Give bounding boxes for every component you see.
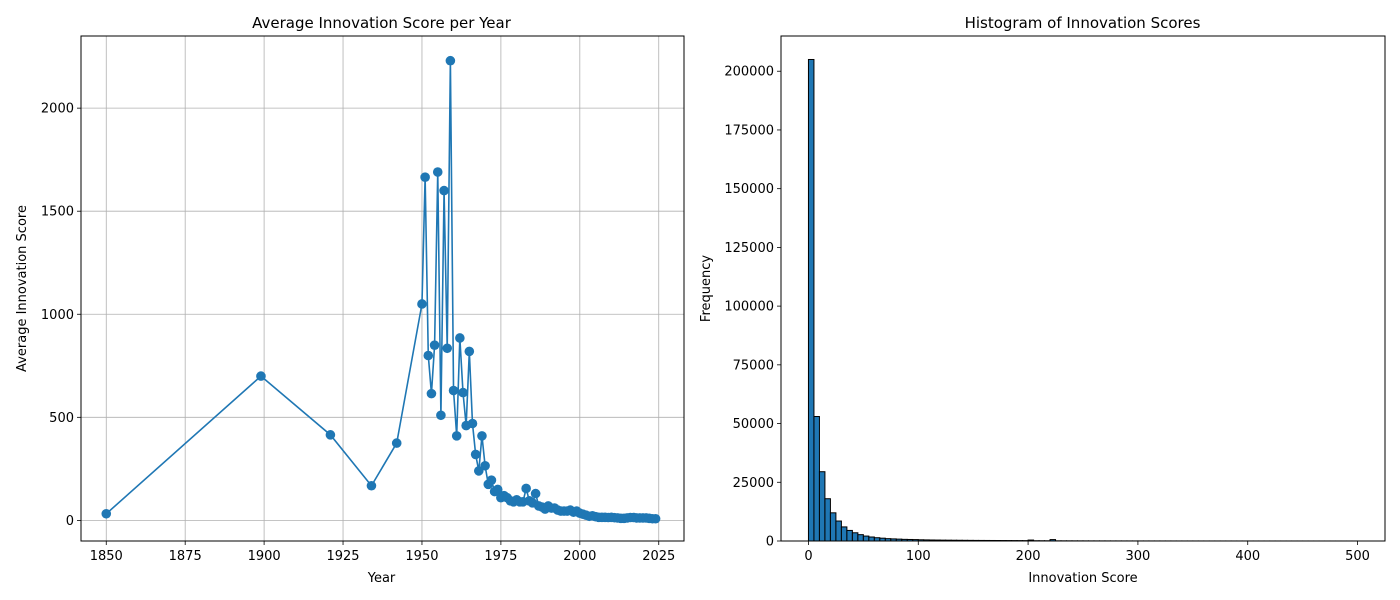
y-tick-label: 150000	[724, 182, 774, 197]
data-point	[492, 484, 503, 495]
data-point	[455, 333, 465, 343]
histogram-bar	[829, 512, 837, 542]
histogram-xlabel: Innovation Score	[1028, 571, 1137, 586]
data-point	[436, 410, 446, 421]
series-points	[101, 55, 661, 524]
histogram-bar	[824, 498, 831, 542]
x-tick-label: 100	[906, 549, 931, 564]
histogram-ticks: 0 100 200 300 400 500 0 25000 50000 75000 100000 12…	[724, 65, 1370, 564]
data-point	[445, 55, 456, 66]
histogram-plot-frame	[780, 35, 1386, 542]
x-tick-label: 0	[804, 549, 812, 564]
line-chart-grid	[81, 36, 684, 541]
y-tick-label: 0	[766, 535, 774, 550]
data-point	[391, 438, 402, 448]
x-tick-label: 1850	[90, 549, 123, 564]
data-point	[417, 299, 427, 309]
histogram-bars	[807, 58, 1359, 542]
series-line	[105, 60, 656, 520]
histogram-bar	[835, 520, 842, 542]
line-chart-xlabel: Year	[367, 571, 396, 586]
y-tick-label: 25000	[733, 476, 774, 491]
histogram-bar	[851, 532, 859, 542]
y-tick-label: 0	[66, 514, 74, 529]
histogram-title: Histogram of Innovation Scores	[965, 14, 1201, 32]
data-point	[448, 385, 459, 396]
x-tick-label: 2000	[563, 549, 596, 564]
x-tick-label: 300	[1125, 549, 1150, 564]
y-tick-label: 500	[49, 411, 74, 426]
x-tick-label: 400	[1235, 549, 1260, 564]
data-point	[470, 449, 481, 460]
data-point	[486, 475, 497, 485]
x-tick-label: 200	[1016, 549, 1041, 564]
histogram-chart: Histogram of Innovation Scores 0 100 200 30…	[699, 14, 1386, 586]
histogram-ylabel: Frequency	[699, 255, 714, 322]
data-point	[101, 508, 112, 519]
data-point	[366, 480, 377, 491]
data-point	[530, 488, 541, 499]
line-chart-title: Average Innovation Score per Year	[252, 14, 512, 32]
y-tick-label: 1000	[41, 308, 74, 323]
data-point	[420, 172, 430, 182]
histogram-bar	[862, 535, 870, 542]
x-tick-label: 2025	[642, 549, 675, 564]
line-chart-ylabel: Average Innovation Score	[15, 205, 30, 372]
y-tick-label: 75000	[733, 358, 774, 373]
line-chart: Average Innovation Score per Year 1850 18…	[15, 14, 685, 586]
data-point	[439, 185, 449, 196]
data-point	[467, 418, 478, 429]
histogram-bar	[846, 529, 853, 542]
line-chart-plot-frame	[80, 35, 685, 542]
y-tick-label: 50000	[733, 417, 774, 432]
data-point	[432, 167, 443, 177]
line-chart-ticks: 1850 1875 1900 1925 1950 1975 2000 2025 0 500 1000…	[41, 102, 675, 564]
data-point	[521, 483, 531, 494]
y-tick-label: 175000	[724, 123, 774, 138]
data-point	[426, 388, 437, 399]
data-point	[442, 343, 453, 354]
histogram-bar	[840, 526, 848, 542]
x-tick-label: 1950	[405, 549, 438, 564]
y-tick-label: 100000	[724, 300, 774, 315]
x-tick-label: 1900	[248, 549, 281, 564]
data-point	[451, 431, 462, 441]
x-tick-label: 500	[1345, 549, 1370, 564]
data-point	[256, 371, 266, 381]
histogram-bar	[818, 471, 826, 542]
data-point	[325, 430, 336, 440]
x-tick-label: 1975	[484, 549, 517, 564]
data-point	[423, 350, 434, 361]
histogram-bar	[807, 58, 815, 542]
y-tick-label: 200000	[724, 65, 774, 80]
y-tick-label: 125000	[724, 241, 774, 256]
data-point	[464, 346, 475, 357]
y-tick-label: 2000	[41, 102, 74, 117]
data-point	[458, 387, 468, 398]
data-point	[650, 513, 661, 524]
histogram-bar	[813, 416, 820, 542]
data-point	[477, 431, 487, 441]
x-tick-label: 1875	[169, 549, 202, 564]
y-tick-label: 1500	[41, 205, 74, 220]
histogram-bar	[868, 536, 875, 542]
x-tick-label: 1925	[326, 549, 359, 564]
data-point	[480, 460, 490, 471]
histogram-bar	[857, 534, 864, 542]
data-point	[429, 340, 440, 350]
